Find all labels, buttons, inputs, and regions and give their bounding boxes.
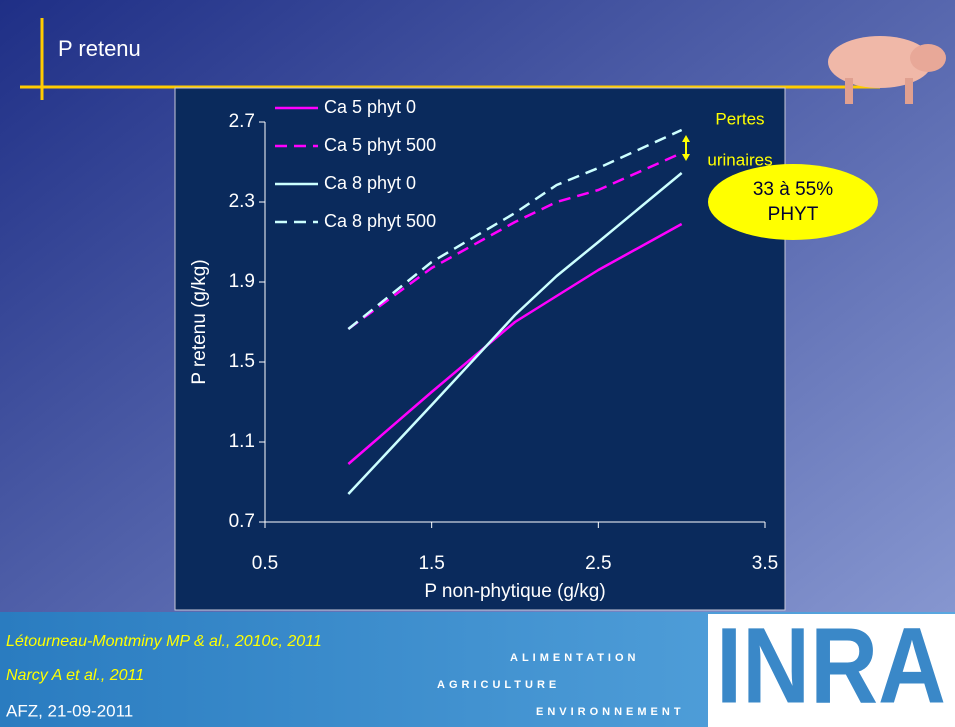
- footer-date: AFZ, 21-09-2011: [6, 701, 133, 720]
- y-tick-label: 1.5: [229, 351, 255, 372]
- page: {"slide": {"title": "P retenu", "referen…: [0, 0, 955, 727]
- y-axis-title: P retenu (g/kg): [189, 259, 210, 384]
- slide: P retenu 0.7 1.1 1.5 1.9 2.3 2.7 0.5 1.5 2.5 3.5 C…: [0, 0, 955, 727]
- x-tick-label: 3.5: [752, 553, 778, 574]
- y-tick-label: 1.9: [229, 271, 255, 292]
- x-tick-label: 0.5: [252, 553, 278, 574]
- annotation: Pertes: [715, 109, 764, 128]
- x-axis-title: P non-phytique (g/kg): [424, 581, 605, 602]
- legend-label: Ca 8 phyt 0: [324, 173, 416, 193]
- logo: INRA: [716, 605, 946, 726]
- legend-label: Ca 5 phyt 500: [324, 135, 436, 155]
- legend-label: Ca 5 phyt 0: [324, 97, 416, 117]
- y-tick-label: 0.7: [229, 511, 255, 532]
- x-tick-label: 2.5: [585, 553, 611, 574]
- y-tick-label: 2.3: [229, 191, 255, 212]
- reference: Létourneau-Montminy MP & al., 2010c, 201…: [6, 633, 322, 650]
- y-tick-label: 1.1: [229, 431, 255, 452]
- slide-title: P retenu: [58, 36, 141, 61]
- callout-ellipse: [708, 164, 878, 240]
- chart-panel: [175, 88, 785, 610]
- x-tick-label: 1.5: [418, 553, 444, 574]
- brand-line: ENVIRONNEMENT: [536, 706, 685, 718]
- callout-text: 33 à 55%: [753, 179, 833, 200]
- brand-line: AGRICULTURE: [437, 679, 560, 691]
- reference: Narcy A et al., 2011: [6, 667, 144, 684]
- callout-text: PHYT: [768, 204, 819, 225]
- brand-line: ALIMENTATION: [510, 652, 639, 664]
- y-tick-label: 2.7: [229, 111, 255, 132]
- legend-label: Ca 8 phyt 500: [324, 211, 436, 231]
